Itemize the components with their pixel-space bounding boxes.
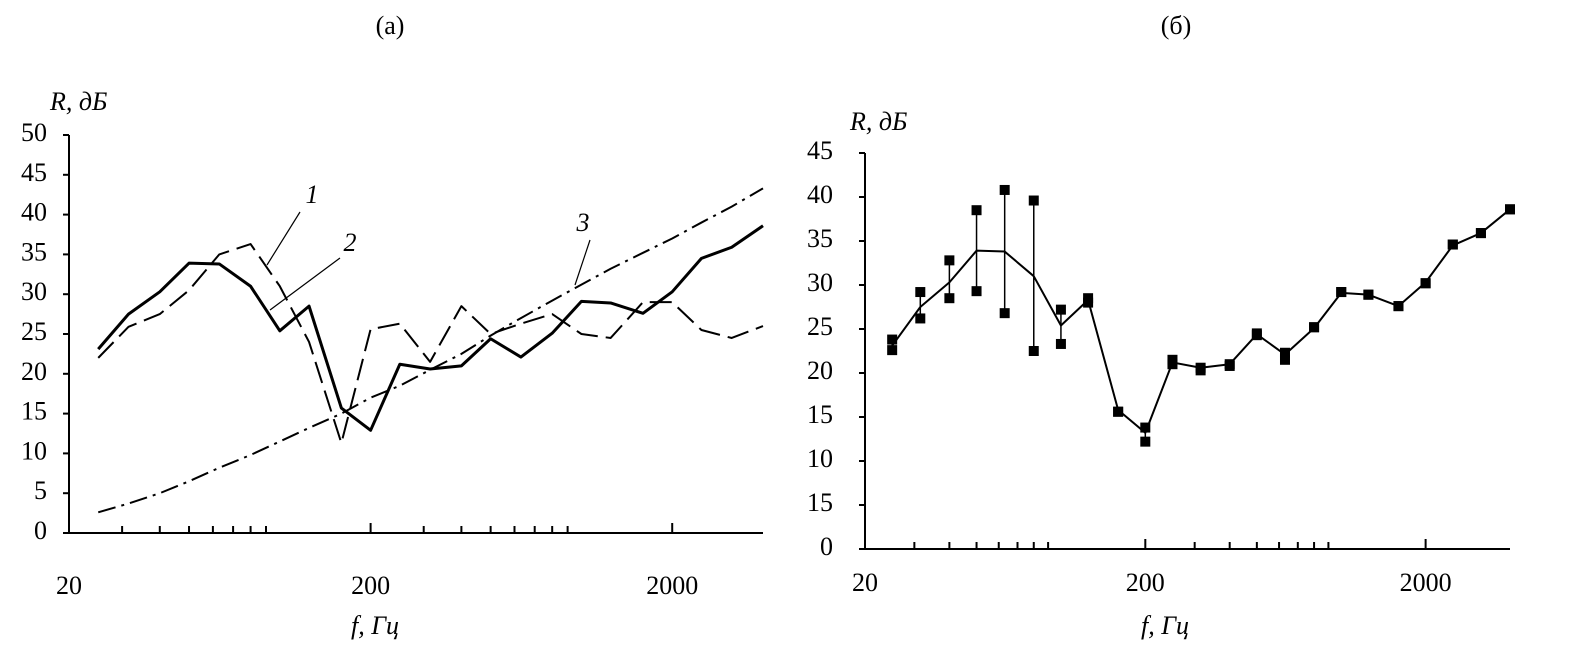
error-marker — [1028, 195, 1039, 206]
error-marker — [1279, 347, 1290, 358]
error-marker — [1279, 354, 1290, 365]
series-label: 3 — [576, 208, 590, 237]
error-marker — [1363, 289, 1374, 300]
x-tick-label: 20 — [56, 571, 82, 600]
y-tick-label: 10 — [807, 444, 833, 473]
y-tick-label: 15 — [807, 400, 833, 429]
error-marker — [915, 287, 926, 298]
y-tick-label: 0 — [820, 532, 833, 561]
data-line — [97, 243, 764, 445]
error-marker — [915, 313, 926, 324]
y-tick-label: 25 — [21, 317, 47, 346]
series-label: 1 — [306, 180, 319, 209]
error-marker — [944, 293, 955, 304]
data-line — [891, 208, 1511, 434]
y-tick-label: 20 — [21, 357, 47, 386]
y-tick-label: 50 — [21, 118, 47, 147]
x-tick-label: 2000 — [646, 571, 698, 600]
error-marker — [971, 286, 982, 297]
error-marker — [1195, 362, 1206, 373]
y-tick-label: 30 — [21, 277, 47, 306]
error-marker — [1447, 239, 1458, 250]
y-tick-label: 20 — [807, 356, 833, 385]
error-marker — [1083, 293, 1094, 304]
error-marker — [1140, 436, 1151, 447]
x-tick-label: 200 — [1126, 568, 1165, 597]
error-marker — [1336, 287, 1347, 298]
error-marker — [1167, 354, 1178, 365]
leader-line — [574, 239, 591, 286]
error-marker — [1420, 278, 1431, 289]
error-marker — [944, 255, 955, 266]
data-line — [97, 224, 764, 432]
error-marker — [1028, 346, 1039, 356]
x-axis-label: f, Гц — [351, 611, 399, 640]
y-tick-label: 40 — [807, 180, 833, 209]
error-marker — [1140, 422, 1151, 433]
error-marker — [1113, 406, 1124, 417]
data-line — [97, 187, 764, 514]
error-marker — [1055, 304, 1066, 315]
x-tick-label: 2000 — [1400, 568, 1452, 597]
error-marker — [1251, 328, 1262, 339]
leader-line — [269, 257, 341, 311]
error-marker — [887, 345, 898, 356]
error-marker — [1393, 301, 1404, 312]
error-marker — [1475, 228, 1486, 239]
y-tick-label: 15 — [807, 488, 833, 517]
panel-title: (б) — [1161, 11, 1192, 40]
error-marker — [1055, 338, 1066, 349]
leader-line — [266, 211, 301, 266]
x-tick-label: 200 — [351, 571, 390, 600]
series-label: 2 — [344, 228, 357, 257]
error-marker — [887, 334, 898, 345]
y-tick-label: 0 — [34, 516, 47, 545]
y-axis-label: R, дБ — [49, 87, 107, 116]
y-tick-label: 15 — [21, 397, 47, 426]
y-tick-label: 5 — [34, 476, 47, 505]
y-axis-label: R, дБ — [849, 107, 907, 136]
y-tick-label: 35 — [21, 237, 47, 266]
y-tick-label: 45 — [21, 158, 47, 187]
y-tick-label: 25 — [807, 312, 833, 341]
y-tick-label: 35 — [807, 224, 833, 253]
error-marker — [971, 205, 982, 216]
error-marker — [1224, 359, 1235, 370]
error-marker — [1505, 204, 1515, 215]
y-tick-label: 30 — [807, 268, 833, 297]
x-tick-label: 20 — [852, 568, 878, 597]
error-marker — [999, 184, 1010, 195]
y-tick-label: 40 — [21, 198, 47, 227]
x-axis-label: f, Гц — [1141, 611, 1189, 640]
error-marker — [999, 308, 1010, 319]
y-tick-label: 10 — [21, 436, 47, 465]
panel-title: (а) — [376, 11, 405, 40]
y-tick-label: 45 — [807, 136, 833, 165]
error-marker — [1309, 322, 1320, 333]
